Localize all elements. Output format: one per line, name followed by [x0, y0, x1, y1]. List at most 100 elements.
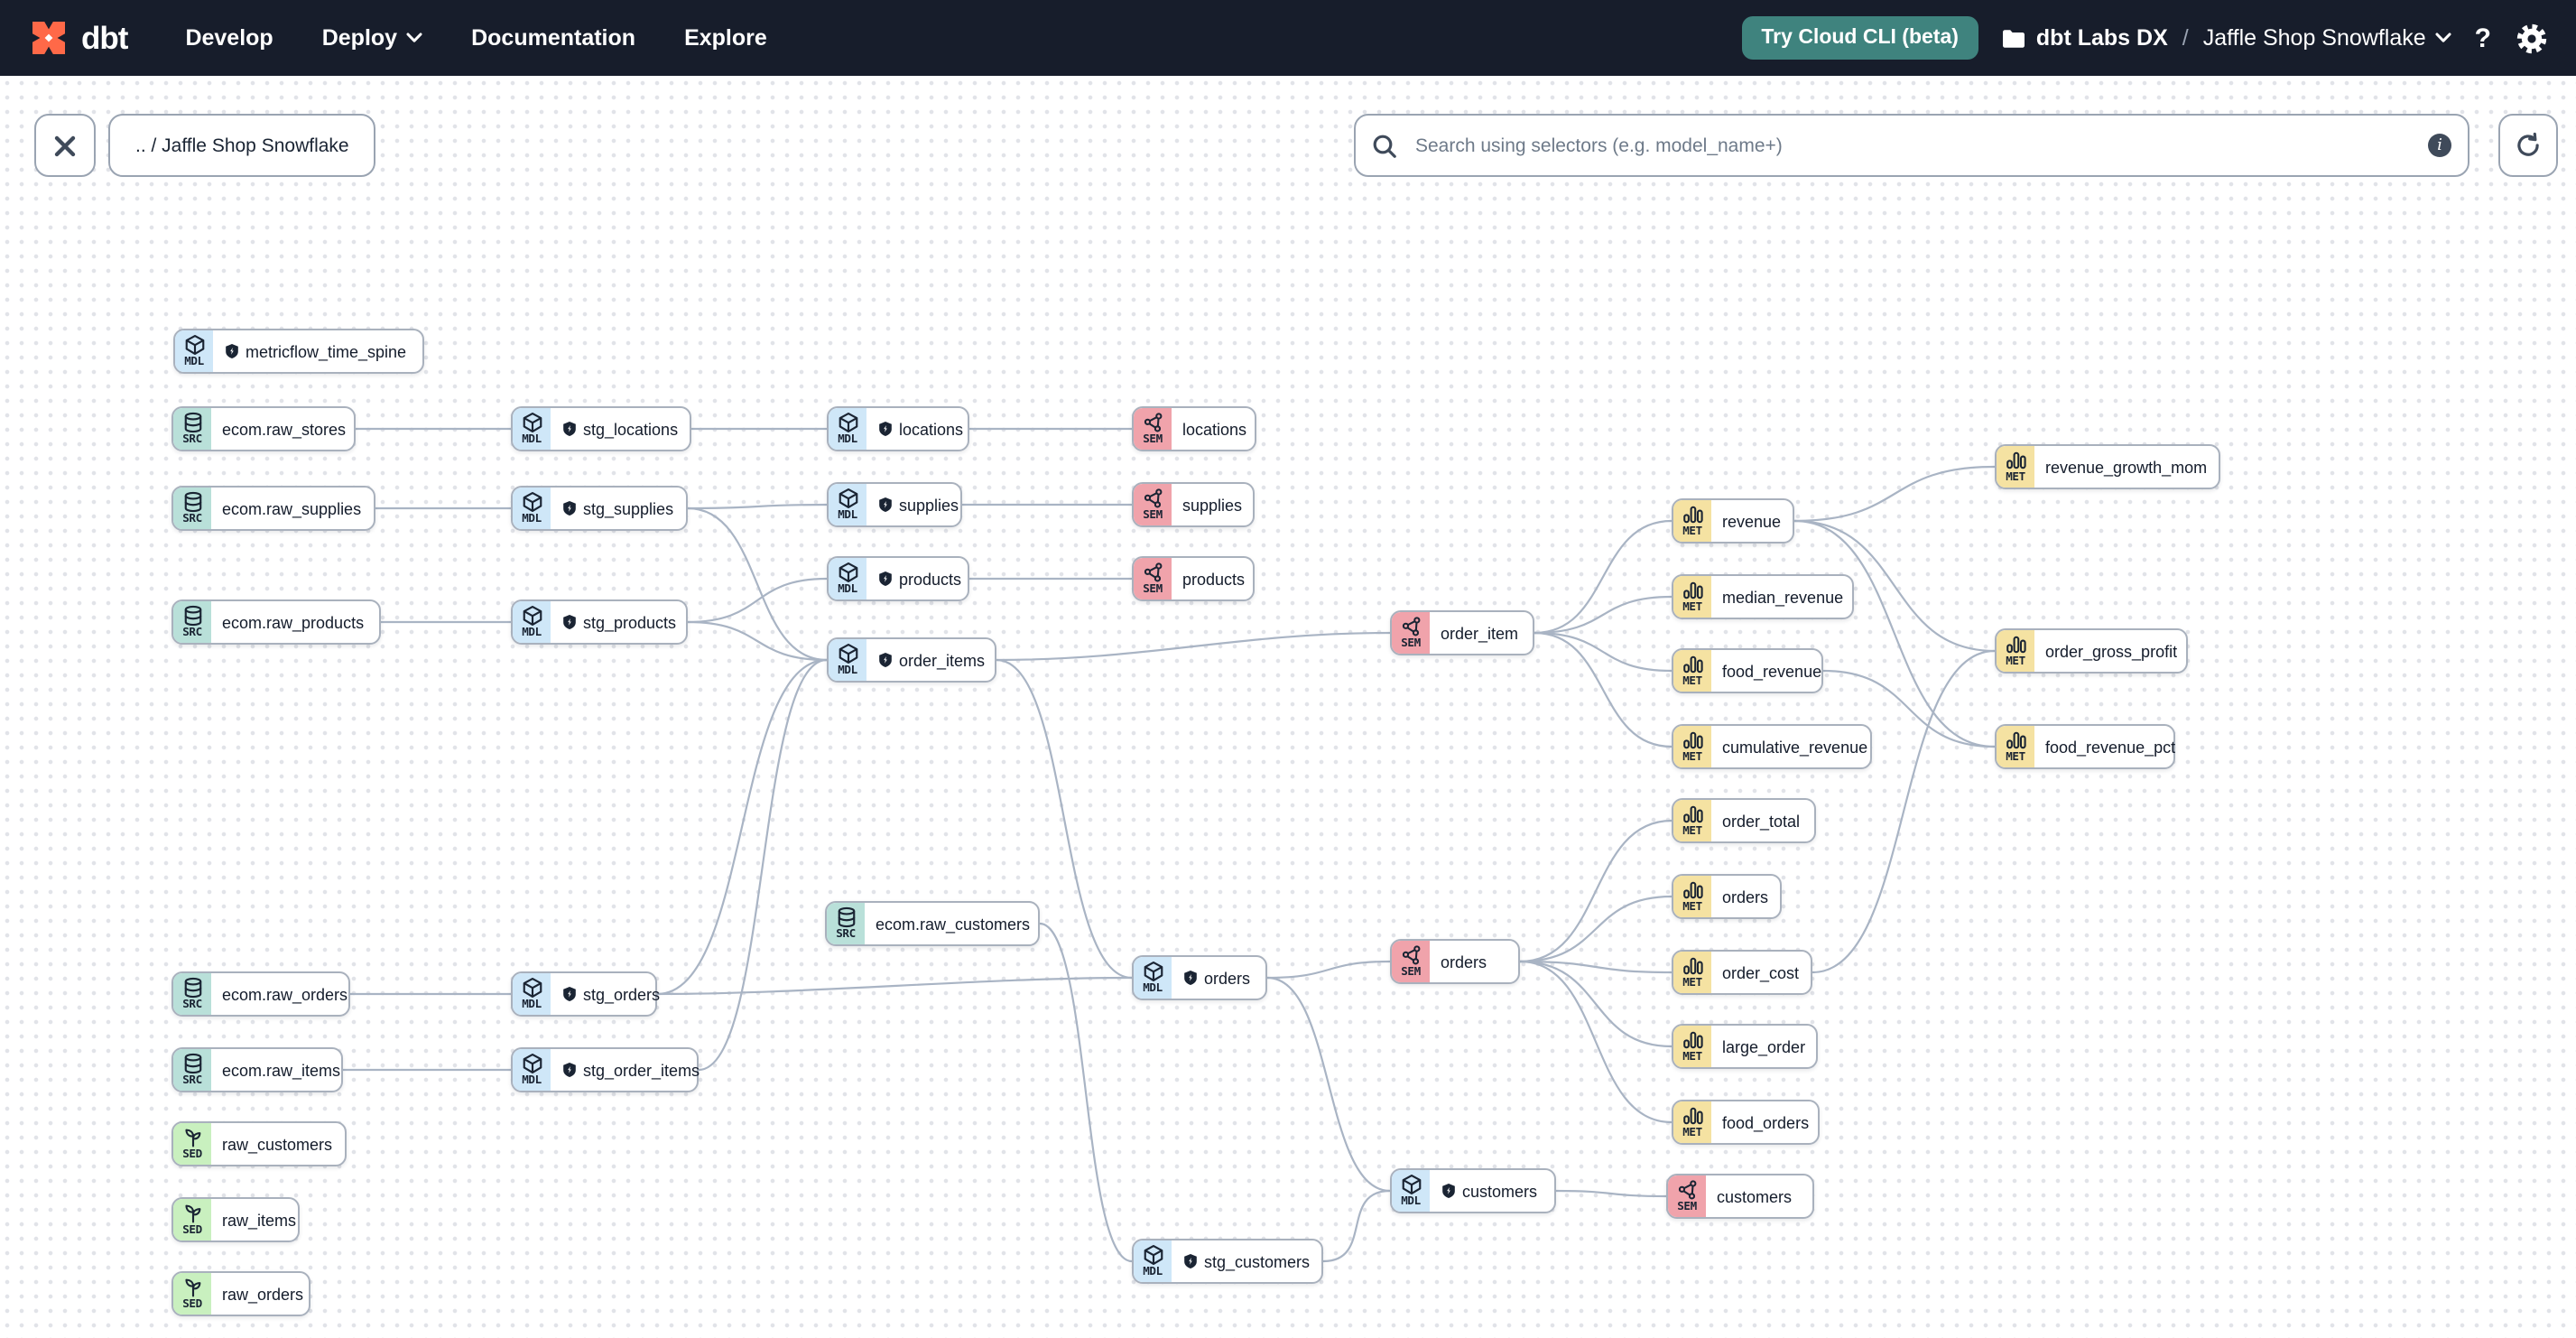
node-label: orders: [1722, 887, 1769, 906]
graph-node-met_revenue_growth_mom[interactable]: MET revenue_growth_mom: [1995, 444, 2220, 489]
graph-node-stg_locations[interactable]: MDL stg_locations: [511, 406, 691, 451]
graph-node-raw_supplies_src[interactable]: SRC ecom.raw_supplies: [171, 486, 375, 531]
shield-icon: [879, 571, 892, 586]
shield-icon: [563, 615, 576, 629]
try-cloud-cli-button[interactable]: Try Cloud CLI (beta): [1741, 16, 1978, 60]
node-label: ecom.raw_customers: [876, 915, 1031, 933]
graph-node-stg_products[interactable]: MDL stg_products: [511, 599, 688, 645]
graph-node-raw_orders_seed[interactable]: SED raw_orders: [171, 1271, 310, 1316]
graph-node-customers_mdl[interactable]: MDL customers: [1390, 1168, 1556, 1213]
graph-node-met_order_total[interactable]: MET order_total: [1672, 798, 1816, 843]
graph-node-products[interactable]: MDL products: [827, 556, 969, 601]
nav-item-develop[interactable]: Develop: [185, 25, 273, 51]
graph-node-raw_orders_src[interactable]: SRC ecom.raw_orders: [171, 971, 350, 1017]
graph-node-met_large_order[interactable]: MET large_order: [1672, 1024, 1818, 1069]
search-input[interactable]: [1412, 133, 2414, 158]
mdl-type-icon: MDL: [513, 408, 551, 450]
graph-node-sem_locations[interactable]: SEM locations: [1132, 406, 1256, 451]
graph-node-sem_order_item[interactable]: SEM order_item: [1390, 610, 1534, 655]
shield-icon: [1184, 971, 1197, 985]
navbar-right: Try Cloud CLI (beta) dbt Labs DX / Jaffl…: [1741, 16, 2549, 60]
project-selector[interactable]: Jaffle Shop Snowflake: [2203, 25, 2451, 51]
graph-node-raw_items_src[interactable]: SRC ecom.raw_items: [171, 1047, 343, 1092]
graph-node-met_order_cost[interactable]: MET order_cost: [1672, 950, 1812, 995]
dbt-logo[interactable]: dbt: [27, 16, 128, 60]
graph-node-met_order_gross_profit[interactable]: MET order_gross_profit: [1995, 628, 2188, 674]
graph-node-sem_orders[interactable]: SEM orders: [1390, 939, 1520, 984]
node-label: supplies: [866, 484, 969, 525]
graph-node-stg_supplies[interactable]: MDL stg_supplies: [511, 486, 688, 531]
node-label: supplies: [1182, 496, 1243, 514]
graph-node-met_food_revenue_pct[interactable]: MET food_revenue_pct: [1995, 724, 2175, 769]
mdl-type-icon: MDL: [513, 488, 551, 529]
sem-type-icon: SEM: [1392, 941, 1430, 982]
nav-item-documentation[interactable]: Documentation: [471, 25, 635, 51]
account-breadcrumb: dbt Labs DX / Jaffle Shop Snowflake: [2002, 25, 2451, 51]
shield-icon: [563, 422, 576, 436]
graph-node-stg_order_items[interactable]: MDL stg_order_items: [511, 1047, 700, 1092]
shield-icon: [563, 987, 576, 1001]
selector-search[interactable]: i: [1354, 114, 2469, 177]
shield-icon: [1184, 1254, 1197, 1268]
graph-node-stg_orders[interactable]: MDL stg_orders: [511, 971, 660, 1017]
node-label: stg_supplies: [551, 488, 684, 529]
node-label: ecom.raw_stores: [222, 420, 347, 438]
node-label: locations: [1182, 420, 1247, 438]
src-type-icon: SRC: [173, 601, 211, 643]
chevron-down-icon: [2435, 33, 2451, 42]
mdl-type-icon: MDL: [513, 973, 551, 1015]
graph-node-raw_items_seed[interactable]: SED raw_items: [171, 1197, 300, 1242]
mdl-type-icon: MDL: [829, 484, 866, 525]
node-label: stg_order_items: [551, 1049, 710, 1091]
met-type-icon: MET: [1673, 1026, 1711, 1067]
chevron-down-icon: [406, 33, 422, 42]
sed-type-icon: SED: [173, 1123, 211, 1165]
node-label: cumulative_revenue: [1722, 738, 1868, 756]
folder-icon: [2002, 29, 2025, 47]
graph-node-sem_products[interactable]: SEM products: [1132, 556, 1255, 601]
graph-node-raw_customers_seed[interactable]: SED raw_customers: [171, 1121, 347, 1166]
node-label: ecom.raw_orders: [222, 985, 348, 1003]
info-icon[interactable]: i: [2428, 134, 2451, 157]
node-label: raw_orders: [222, 1285, 304, 1303]
graph-node-met_revenue[interactable]: MET revenue: [1672, 498, 1794, 544]
graph-node-locations[interactable]: MDL locations: [827, 406, 969, 451]
close-lineage-button[interactable]: [34, 114, 96, 177]
node-label: products: [1182, 570, 1246, 588]
graph-node-met_food_orders[interactable]: MET food_orders: [1672, 1100, 1820, 1145]
org-label: dbt Labs DX: [2035, 25, 2168, 51]
help-icon[interactable]: ?: [2474, 23, 2491, 53]
graph-node-order_items[interactable]: MDL order_items: [827, 637, 996, 683]
lineage-canvas[interactable]: [0, 76, 2576, 1338]
nav-item-deploy[interactable]: Deploy: [322, 25, 422, 51]
close-icon: [54, 135, 76, 156]
node-label: large_order: [1722, 1037, 1806, 1055]
nav-item-label: Explore: [684, 25, 767, 51]
graph-node-orders_mdl[interactable]: MDL orders: [1132, 955, 1267, 1000]
graph-node-met_median_revenue[interactable]: MET median_revenue: [1672, 574, 1854, 619]
refresh-button[interactable]: [2498, 114, 2558, 177]
graph-node-met_orders[interactable]: MET orders: [1672, 874, 1782, 919]
graph-node-met_cumulative_revenue[interactable]: MET cumulative_revenue: [1672, 724, 1872, 769]
shield-icon: [879, 653, 892, 667]
graph-breadcrumb[interactable]: .. / Jaffle Shop Snowflake: [108, 114, 376, 177]
graph-node-raw_stores_src[interactable]: SRC ecom.raw_stores: [171, 406, 356, 451]
src-type-icon: SRC: [173, 973, 211, 1015]
sem-type-icon: SEM: [1134, 408, 1172, 450]
graph-node-sem_customers[interactable]: SEM customers: [1666, 1174, 1814, 1219]
graph-node-met_food_revenue[interactable]: MET food_revenue: [1672, 648, 1823, 693]
gear-icon[interactable]: [2515, 21, 2549, 55]
node-label: raw_items: [222, 1211, 297, 1229]
graph-node-supplies[interactable]: MDL supplies: [827, 482, 962, 527]
graph-node-stg_customers[interactable]: MDL stg_customers: [1132, 1239, 1323, 1284]
node-label: median_revenue: [1722, 588, 1844, 606]
node-label: customers: [1717, 1187, 1793, 1205]
met-type-icon: MET: [1673, 952, 1711, 993]
nav-item-explore[interactable]: Explore: [684, 25, 767, 51]
graph-node-sem_supplies[interactable]: SEM supplies: [1132, 482, 1255, 527]
graph-node-raw_products_src[interactable]: SRC ecom.raw_products: [171, 599, 381, 645]
org-crumb[interactable]: dbt Labs DX: [2002, 25, 2168, 51]
graph-node-metricflow_time_spine[interactable]: MDL metricflow_time_spine: [173, 329, 424, 374]
graph-node-raw_customers_src[interactable]: SRC ecom.raw_customers: [825, 901, 1040, 946]
sem-type-icon: SEM: [1134, 558, 1172, 599]
